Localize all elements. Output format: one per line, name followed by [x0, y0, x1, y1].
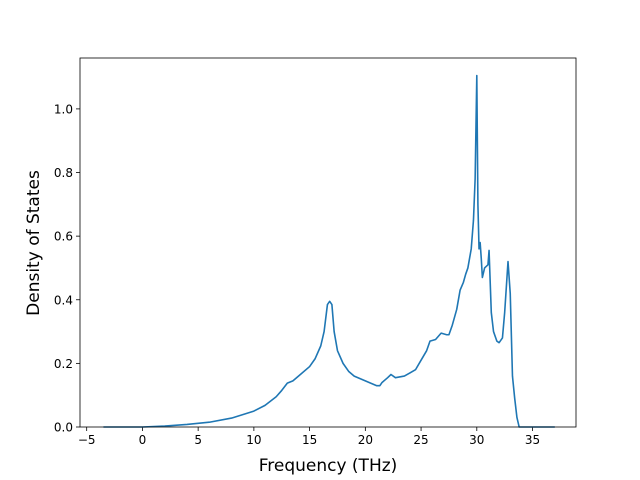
- x-tick-label: 0: [139, 433, 147, 447]
- plot-frame: [79, 57, 577, 428]
- y-tick-label: 1.0: [54, 102, 73, 116]
- y-tick-label: 0.4: [54, 293, 73, 307]
- x-tick-label: 5: [194, 433, 202, 447]
- x-tick-label: 25: [413, 433, 428, 447]
- x-tick-label: 15: [302, 433, 317, 447]
- x-tick-label: 35: [525, 433, 540, 447]
- x-tick-label: −5: [78, 433, 96, 447]
- line-series: [103, 74, 555, 428]
- x-tick-label: 30: [469, 433, 484, 447]
- x-tick-label: 10: [246, 433, 261, 447]
- y-tick-label: 0.0: [54, 421, 73, 435]
- y-tick-label: 0.8: [54, 166, 73, 180]
- y-tick-label: 0.6: [54, 230, 73, 244]
- y-axis-label: Density of States: [24, 170, 44, 316]
- x-axis-label: Frequency (THz): [259, 456, 398, 476]
- y-tick-label: 0.2: [54, 357, 73, 371]
- x-tick-label: 20: [358, 433, 373, 447]
